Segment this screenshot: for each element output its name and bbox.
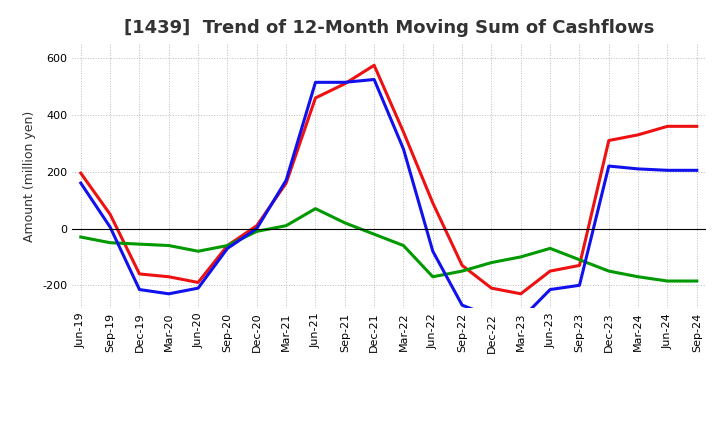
Investing Cashflow bbox=[370, 231, 379, 237]
Line: Free Cashflow: Free Cashflow bbox=[81, 80, 697, 319]
Investing Cashflow bbox=[605, 268, 613, 274]
Operating Cashflow bbox=[253, 223, 261, 228]
Investing Cashflow bbox=[135, 242, 144, 247]
Line: Investing Cashflow: Investing Cashflow bbox=[81, 209, 697, 281]
Free Cashflow bbox=[605, 163, 613, 169]
Investing Cashflow bbox=[282, 223, 290, 228]
Investing Cashflow bbox=[223, 243, 232, 248]
Free Cashflow bbox=[341, 80, 349, 85]
Operating Cashflow bbox=[693, 124, 701, 129]
Free Cashflow bbox=[428, 249, 437, 254]
Operating Cashflow bbox=[223, 243, 232, 248]
Operating Cashflow bbox=[546, 268, 554, 274]
Operating Cashflow bbox=[575, 263, 584, 268]
Operating Cashflow bbox=[428, 200, 437, 205]
Operating Cashflow bbox=[634, 132, 642, 137]
Investing Cashflow bbox=[546, 246, 554, 251]
Investing Cashflow bbox=[693, 279, 701, 284]
Investing Cashflow bbox=[164, 243, 173, 248]
Operating Cashflow bbox=[282, 180, 290, 186]
Free Cashflow bbox=[282, 178, 290, 183]
Operating Cashflow bbox=[458, 263, 467, 268]
Free Cashflow bbox=[399, 147, 408, 152]
Operating Cashflow bbox=[76, 171, 85, 176]
Operating Cashflow bbox=[341, 81, 349, 86]
Investing Cashflow bbox=[76, 235, 85, 240]
Investing Cashflow bbox=[399, 243, 408, 248]
Operating Cashflow bbox=[311, 95, 320, 101]
Investing Cashflow bbox=[253, 229, 261, 234]
Operating Cashflow bbox=[605, 138, 613, 143]
Investing Cashflow bbox=[575, 257, 584, 262]
Investing Cashflow bbox=[487, 260, 496, 265]
Operating Cashflow bbox=[164, 274, 173, 279]
Investing Cashflow bbox=[341, 220, 349, 225]
Investing Cashflow bbox=[634, 274, 642, 279]
Investing Cashflow bbox=[458, 268, 467, 274]
Y-axis label: Amount (million yen): Amount (million yen) bbox=[24, 110, 37, 242]
Line: Operating Cashflow: Operating Cashflow bbox=[81, 65, 697, 294]
Operating Cashflow bbox=[194, 280, 202, 285]
Free Cashflow bbox=[253, 226, 261, 231]
Operating Cashflow bbox=[106, 212, 114, 217]
Free Cashflow bbox=[575, 282, 584, 288]
Free Cashflow bbox=[663, 168, 672, 173]
Free Cashflow bbox=[458, 303, 467, 308]
Investing Cashflow bbox=[663, 279, 672, 284]
Free Cashflow bbox=[516, 317, 525, 322]
Free Cashflow bbox=[311, 80, 320, 85]
Operating Cashflow bbox=[516, 291, 525, 297]
Free Cashflow bbox=[135, 287, 144, 292]
Free Cashflow bbox=[106, 224, 114, 230]
Free Cashflow bbox=[164, 291, 173, 297]
Investing Cashflow bbox=[194, 249, 202, 254]
Operating Cashflow bbox=[663, 124, 672, 129]
Investing Cashflow bbox=[516, 254, 525, 260]
Free Cashflow bbox=[546, 287, 554, 292]
Operating Cashflow bbox=[487, 286, 496, 291]
Operating Cashflow bbox=[370, 62, 379, 68]
Free Cashflow bbox=[693, 168, 701, 173]
Free Cashflow bbox=[634, 166, 642, 172]
Operating Cashflow bbox=[399, 129, 408, 135]
Operating Cashflow bbox=[135, 271, 144, 277]
Investing Cashflow bbox=[311, 206, 320, 211]
Free Cashflow bbox=[194, 286, 202, 291]
Title: [1439]  Trend of 12-Month Moving Sum of Cashflows: [1439] Trend of 12-Month Moving Sum of C… bbox=[124, 19, 654, 37]
Free Cashflow bbox=[223, 246, 232, 251]
Free Cashflow bbox=[370, 77, 379, 82]
Investing Cashflow bbox=[428, 274, 437, 279]
Free Cashflow bbox=[487, 314, 496, 319]
Free Cashflow bbox=[76, 180, 85, 186]
Investing Cashflow bbox=[106, 240, 114, 246]
